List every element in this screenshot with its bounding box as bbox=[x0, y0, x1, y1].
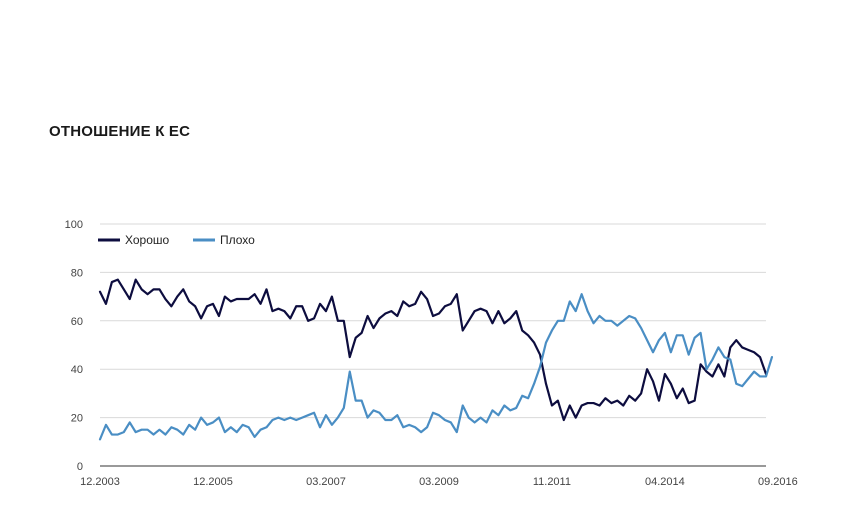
x-tick-label: 12.2005 bbox=[193, 476, 233, 488]
y-tick-label: 40 bbox=[71, 364, 83, 376]
x-tick-label: 11.2011 bbox=[533, 476, 571, 488]
series-line bbox=[98, 293, 774, 441]
x-tick-label: 04.2014 bbox=[645, 476, 685, 488]
y-tick-label: 0 bbox=[77, 461, 83, 473]
x-tick-label: 09.2016 bbox=[758, 476, 798, 488]
y-tick-label: 60 bbox=[71, 316, 83, 328]
legend-label: Плохо bbox=[220, 233, 255, 247]
x-tick-label: 03.2007 bbox=[306, 476, 346, 488]
series-line bbox=[98, 278, 768, 422]
chart-title: ОТНОШЕНИЕ К ЕС bbox=[49, 123, 191, 140]
legend-label: Хорошо bbox=[125, 233, 170, 247]
series-lines bbox=[98, 278, 774, 441]
legend: Хорошо Плохо bbox=[98, 233, 255, 247]
y-axis: 0 20 40 60 80 100 bbox=[65, 219, 83, 473]
y-tick-label: 100 bbox=[65, 219, 83, 231]
x-tick-label: 12.2003 bbox=[80, 476, 120, 488]
y-tick-label: 80 bbox=[71, 267, 83, 279]
x-axis: 12.2003 12.2005 03.2007 03.2009 11.2011 04.20… bbox=[80, 476, 798, 488]
grid-lines bbox=[100, 223, 766, 467]
x-tick-label: 03.2009 bbox=[419, 476, 459, 488]
y-tick-label: 20 bbox=[71, 413, 83, 425]
